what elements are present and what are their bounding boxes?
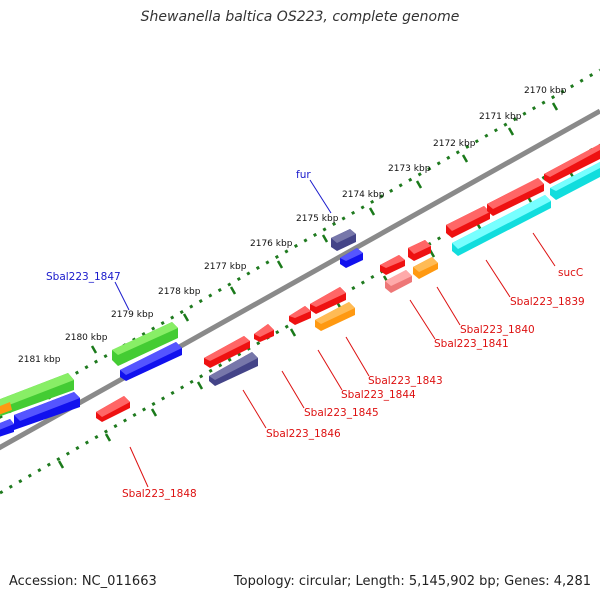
gene-sbal223-1844-b[interactable] — [310, 287, 346, 314]
gene-sbal223-1843[interactable] — [315, 302, 355, 331]
genome-summary-text: Topology: circular; Length: 5,145,902 bp… — [233, 574, 591, 589]
label-sbal223-1847[interactable]: Sbal223_1847 — [46, 271, 121, 283]
gene-red-1841-a[interactable] — [380, 255, 405, 275]
label-sbal223-1844[interactable]: Sbal223_1844 — [341, 389, 416, 401]
gene-red-1840-a[interactable] — [408, 240, 431, 261]
label-sbal223-1840[interactable]: Sbal223_1840 — [460, 324, 535, 336]
gene-blue-mid[interactable] — [120, 342, 182, 381]
gene-orange-left[interactable] — [0, 402, 12, 418]
gene-sbal223-1845[interactable] — [254, 324, 274, 342]
label-sbal223-1846[interactable]: Sbal223_1846 — [266, 428, 341, 440]
gene-sbal223-1841[interactable] — [385, 270, 412, 293]
label-succ[interactable]: sucC — [558, 267, 583, 279]
label-sbal223-1841[interactable]: Sbal223_1841 — [434, 338, 509, 350]
gene-fur-upper[interactable] — [331, 229, 356, 251]
gene-sbal223-1844-a[interactable] — [289, 306, 311, 325]
gene-succ[interactable] — [550, 162, 600, 200]
gene-red-1845-upper[interactable] — [204, 336, 250, 368]
outer-tick-track — [0, 68, 600, 419]
label-sbal223-1839[interactable]: Sbal223_1839 — [510, 296, 585, 308]
gene-green-left[interactable] — [0, 373, 74, 420]
tick-label: 2181 kbp — [18, 355, 61, 365]
tick-label: 2178 kbp — [158, 287, 201, 297]
tick-label: 2171 kbp — [479, 112, 522, 122]
gene-labels: fur Sbal223_1847 sucC Sbal223_1839 Sbal2… — [46, 169, 585, 500]
tick-label: 2170 kbp — [524, 86, 567, 96]
gene-blue-left[interactable] — [14, 392, 80, 430]
gene-sbal223-1846[interactable] — [209, 352, 258, 386]
tick-label: 2174 kbp — [342, 190, 385, 200]
label-sbal223-1845[interactable]: Sbal223_1845 — [304, 407, 379, 419]
gene-sbal223-1848[interactable] — [96, 396, 130, 422]
tick-label: 2180 kbp — [65, 333, 108, 343]
accession-text: Accession: NC_011663 — [9, 574, 157, 589]
label-fur[interactable]: fur — [296, 169, 311, 181]
tick-label: 2179 kbp — [111, 310, 154, 320]
title: Shewanella baltica OS223, complete genom… — [140, 9, 460, 25]
gene-sbal223-1847[interactable] — [112, 322, 178, 366]
gene-fur-lower[interactable] — [340, 248, 363, 268]
gene-sbal223-1839[interactable] — [452, 195, 551, 256]
gene-red-1839-b[interactable] — [487, 178, 544, 216]
gene-red-succ[interactable] — [544, 144, 600, 184]
tick-label: 2172 kbp — [433, 139, 476, 149]
genome-backbone — [0, 108, 600, 451]
gene-features — [0, 144, 600, 440]
label-sbal223-1848[interactable]: Sbal223_1848 — [122, 488, 197, 500]
tick-labels: 2170 kbp 2171 kbp 2172 kbp 2173 kbp 2174… — [18, 86, 567, 365]
tick-label: 2176 kbp — [250, 239, 293, 249]
gene-sbal223-1840[interactable] — [413, 257, 438, 279]
tick-label: 2175 kbp — [296, 214, 339, 224]
gene-red-1839-a[interactable] — [446, 206, 490, 238]
tick-label: 2177 kbp — [204, 262, 247, 272]
tick-label: 2173 kbp — [388, 164, 431, 174]
gene-blue-small-left[interactable] — [0, 419, 14, 440]
label-sbal223-1843[interactable]: Sbal223_1843 — [368, 375, 443, 387]
leader-lines — [114, 179, 556, 488]
